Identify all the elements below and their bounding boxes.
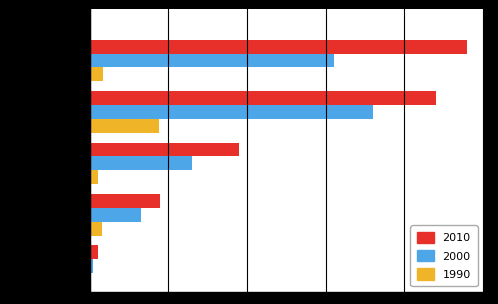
Bar: [90, 245, 98, 259]
Legend: 2010, 2000, 1990: 2010, 2000, 1990: [410, 225, 478, 286]
Bar: [90, 208, 141, 222]
Bar: [90, 54, 334, 67]
Bar: [90, 105, 373, 119]
Bar: [90, 156, 192, 170]
Bar: [90, 143, 239, 156]
Bar: [90, 259, 93, 273]
Bar: [90, 119, 159, 133]
Bar: [90, 222, 102, 236]
Bar: [90, 91, 436, 105]
Bar: [90, 170, 98, 184]
Bar: [90, 194, 160, 208]
Bar: [90, 67, 103, 81]
Bar: [90, 40, 467, 54]
